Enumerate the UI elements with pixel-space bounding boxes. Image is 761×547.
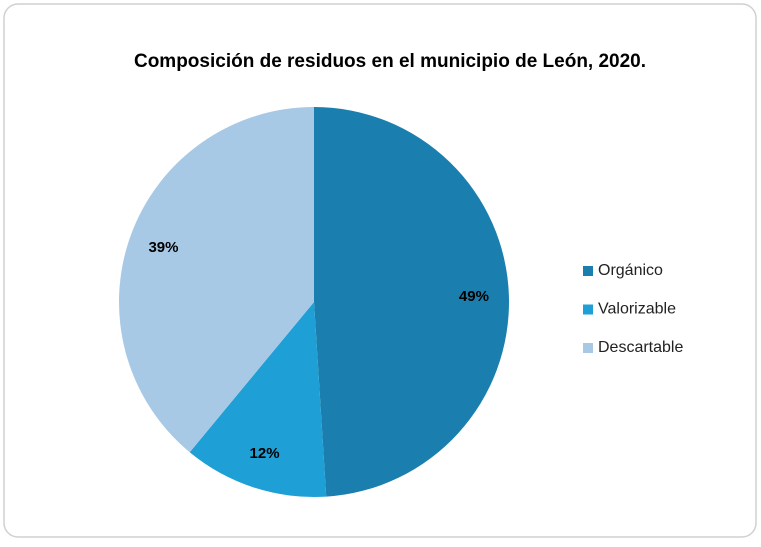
legend-swatch (583, 266, 593, 276)
legend-swatch (583, 304, 593, 315)
legend-swatch (583, 343, 593, 353)
legend-label: Valorizable (598, 301, 676, 318)
chart-title: Composición de residuos en el municipio … (134, 51, 646, 72)
legend-label: Descartable (598, 339, 683, 356)
pie-slice (189, 302, 327, 497)
legend-label: Orgánico (598, 262, 663, 279)
data-label: 39% (148, 239, 178, 256)
pie-slice (314, 107, 510, 497)
data-label: 49% (459, 288, 489, 305)
data-label: 12% (250, 445, 280, 462)
pie-slice (119, 107, 314, 453)
